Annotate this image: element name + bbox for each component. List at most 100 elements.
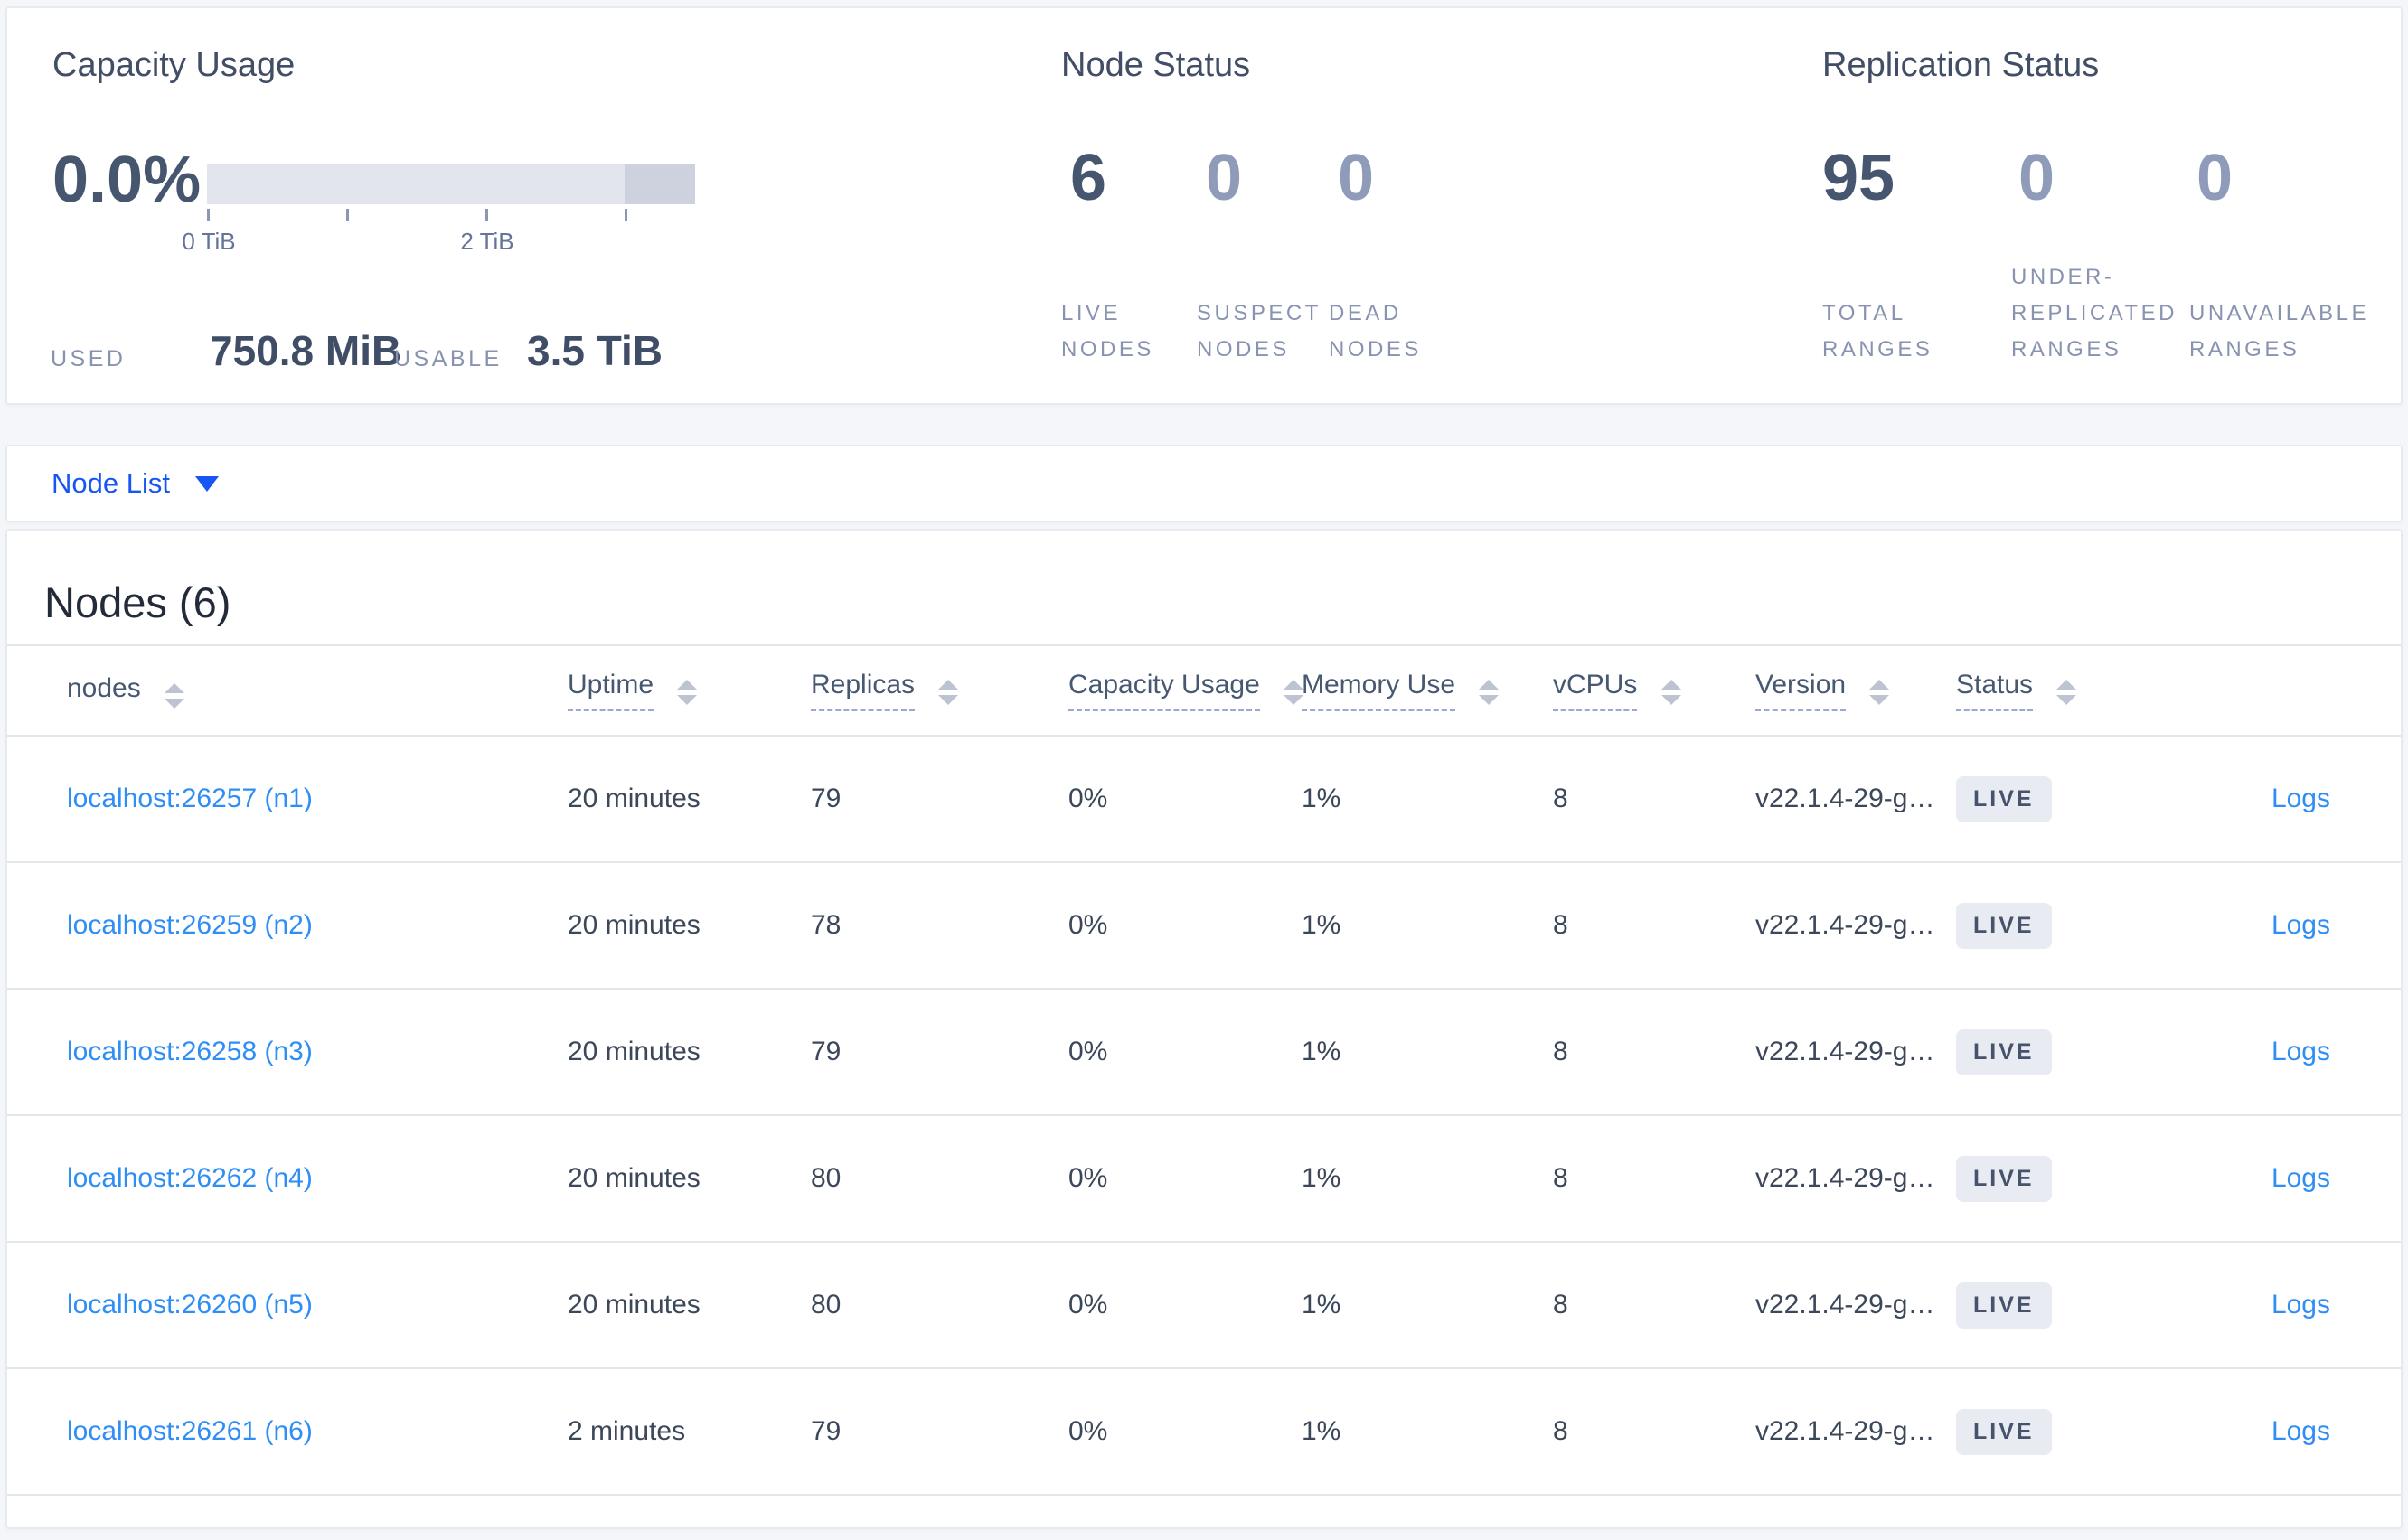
sort-icon[interactable] — [938, 680, 959, 705]
version-cell: v22.1.4-29-g… — [1755, 1416, 1935, 1446]
logs-link[interactable]: Logs — [2271, 784, 2330, 813]
column-header-replicas[interactable]: Replicas — [811, 670, 1068, 711]
table-row: localhost:26259 (n2) 20 minutes 78 0% 1%… — [7, 863, 2401, 990]
replicas-cell: 80 — [811, 1163, 842, 1193]
status-badge: LIVE — [1956, 1155, 2052, 1202]
logs-link[interactable]: Logs — [2271, 1163, 2330, 1193]
vcpus-cell: 8 — [1553, 910, 1568, 940]
table-header-row: nodes Uptime Replicas Capacity Usage Mem… — [7, 646, 2401, 737]
status-badge: LIVE — [1956, 1408, 2052, 1455]
under-replicated-label: UNDER-REPLICATED RANGES — [2011, 265, 2178, 362]
total-ranges-value: 95 — [1822, 142, 1895, 214]
capacity-usage-cell: 0% — [1068, 1163, 1108, 1193]
logs-link[interactable]: Logs — [2271, 1416, 2330, 1446]
dead-nodes-value: 0 — [1338, 142, 1375, 214]
table-row: localhost:26260 (n5) 20 minutes 80 0% 1%… — [7, 1243, 2401, 1369]
memory-use-cell: 1% — [1302, 1163, 1341, 1193]
sort-icon[interactable] — [1479, 680, 1500, 705]
axis-tick-label: 2 TiB — [460, 228, 514, 255]
table-title: Nodes (6) — [44, 578, 231, 626]
logs-link[interactable]: Logs — [2271, 1290, 2330, 1319]
column-header-vcpus[interactable]: vCPUs — [1553, 670, 1755, 711]
node-link[interactable]: localhost:26261 (n6) — [67, 1416, 313, 1446]
cluster-summary-panel: Capacity Usage 0.0% 0 TiB 2 TiB USED 750… — [5, 6, 2403, 405]
status-badge: LIVE — [1956, 1028, 2052, 1075]
logs-link[interactable]: Logs — [2271, 910, 2330, 940]
column-header-version[interactable]: Version — [1755, 670, 1956, 711]
column-header-capacity-usage[interactable]: Capacity Usage — [1068, 670, 1304, 711]
live-nodes-value: 6 — [1070, 142, 1107, 214]
capacity-bar-end-segment — [625, 164, 695, 204]
capacity-usage-title: Capacity Usage — [52, 46, 296, 84]
vcpus-cell: 8 — [1553, 784, 1568, 813]
axis-tick-label: 0 TiB — [182, 228, 236, 255]
capacity-usage-cell: 0% — [1068, 910, 1108, 940]
axis-tick — [346, 209, 349, 221]
view-selector-bar: Node List — [5, 445, 2403, 522]
uptime-cell: 20 minutes — [568, 1037, 701, 1066]
sort-icon[interactable] — [1660, 680, 1681, 705]
node-link[interactable]: localhost:26260 (n5) — [67, 1290, 313, 1319]
capacity-usage-cell: 0% — [1068, 1290, 1108, 1319]
uptime-cell: 20 minutes — [568, 910, 701, 940]
live-nodes-stat: 6 LIVE NODES — [1061, 144, 1193, 368]
under-replicated-stat: 0 UNDER-REPLICATED RANGES — [2011, 144, 2181, 368]
column-header-memory-use[interactable]: Memory Use — [1302, 670, 1553, 711]
capacity-bar: 0 TiB 2 TiB — [182, 164, 695, 255]
version-cell: v22.1.4-29-g… — [1755, 910, 1935, 940]
uptime-cell: 20 minutes — [568, 1163, 701, 1193]
column-header-nodes[interactable]: nodes — [44, 673, 568, 709]
node-list-dropdown[interactable]: Node List — [52, 467, 170, 499]
node-link[interactable]: localhost:26259 (n2) — [67, 910, 313, 940]
node-link[interactable]: localhost:26262 (n4) — [67, 1163, 313, 1193]
sort-icon[interactable] — [1869, 680, 1890, 705]
logs-link[interactable]: Logs — [2271, 1037, 2330, 1066]
caret-down-icon[interactable] — [194, 475, 219, 492]
suspect-nodes-label: SUSPECT NODES — [1197, 301, 1322, 362]
usable-value: 3.5 TiB — [527, 327, 663, 374]
sort-icon[interactable] — [1284, 680, 1304, 705]
memory-use-cell: 1% — [1302, 784, 1341, 813]
replicas-cell: 79 — [811, 1416, 842, 1446]
capacity-bar-track — [207, 164, 695, 204]
replicas-cell: 78 — [811, 910, 842, 940]
sort-icon[interactable] — [2056, 680, 2077, 705]
sort-icon[interactable] — [165, 682, 185, 709]
suspect-nodes-value: 0 — [1206, 142, 1243, 214]
uptime-cell: 20 minutes — [568, 1290, 701, 1319]
version-cell: v22.1.4-29-g… — [1755, 1037, 1935, 1066]
under-replicated-value: 0 — [2018, 142, 2055, 214]
version-cell: v22.1.4-29-g… — [1755, 784, 1935, 813]
table-row: localhost:26257 (n1) 20 minutes 79 0% 1%… — [7, 737, 2401, 863]
axis-tick — [625, 209, 627, 221]
dead-nodes-stat: 0 DEAD NODES — [1329, 144, 1464, 368]
node-status-title: Node Status — [1061, 46, 1251, 84]
capacity-usage-cell: 0% — [1068, 1416, 1108, 1446]
column-header-status[interactable]: Status — [1956, 670, 2153, 711]
suspect-nodes-stat: 0 SUSPECT NODES — [1197, 144, 1329, 368]
column-header-uptime[interactable]: Uptime — [568, 670, 811, 711]
node-link[interactable]: localhost:26258 (n3) — [67, 1037, 313, 1066]
live-nodes-label: LIVE NODES — [1061, 301, 1154, 362]
table-row: localhost:26258 (n3) 20 minutes 79 0% 1%… — [7, 990, 2401, 1116]
unavailable-ranges-label: UNAVAILABLE RANGES — [2189, 301, 2370, 362]
memory-use-cell: 1% — [1302, 1290, 1341, 1319]
vcpus-cell: 8 — [1553, 1037, 1568, 1066]
usable-label: USABLE — [394, 346, 503, 371]
status-badge: LIVE — [1956, 1282, 2052, 1329]
replication-status-title: Replication Status — [1822, 46, 2100, 84]
replicas-cell: 79 — [811, 1037, 842, 1066]
table-row: localhost:26262 (n4) 20 minutes 80 0% 1%… — [7, 1116, 2401, 1243]
node-link[interactable]: localhost:26257 (n1) — [67, 784, 313, 813]
axis-tick — [207, 209, 210, 221]
dead-nodes-label: DEAD NODES — [1329, 301, 1422, 362]
axis-tick — [485, 209, 488, 221]
unavailable-ranges-stat: 0 UNAVAILABLE RANGES — [2189, 144, 2397, 368]
uptime-cell: 20 minutes — [568, 784, 701, 813]
sort-icon[interactable] — [677, 680, 698, 705]
table-title-row: Nodes (6) — [7, 531, 2401, 646]
total-ranges-stat: 95 TOTAL RANGES — [1822, 144, 2003, 368]
status-badge: LIVE — [1956, 775, 2052, 822]
table-body: localhost:26257 (n1) 20 minutes 79 0% 1%… — [7, 737, 2401, 1496]
used-value: 750.8 MiB — [210, 327, 402, 374]
